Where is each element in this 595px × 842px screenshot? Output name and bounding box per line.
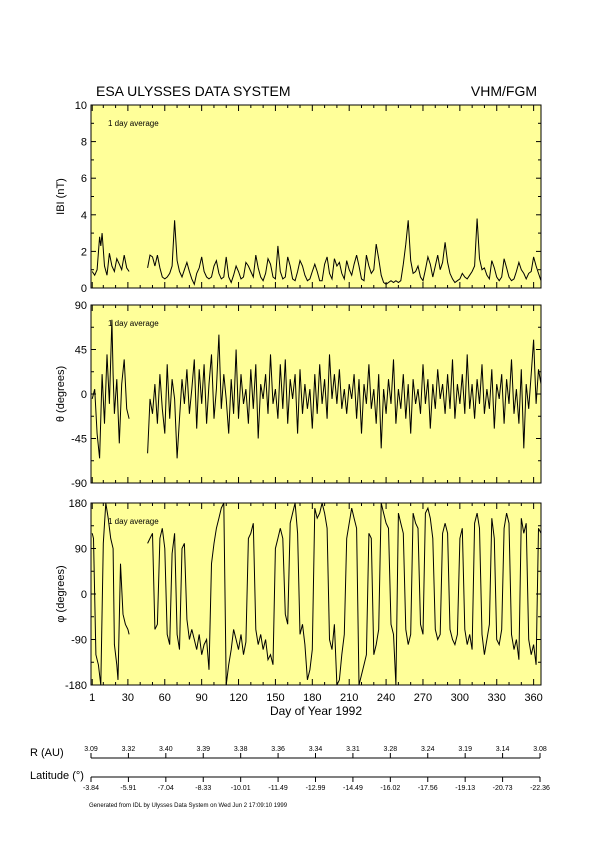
r-au-value: 3.32 xyxy=(122,746,136,753)
r-au-value: 3.31 xyxy=(346,746,360,753)
r-au-value: 3.14 xyxy=(496,746,510,753)
panel-1-annotation: 1 day average xyxy=(108,119,159,128)
x-tick-label: 150 xyxy=(266,692,284,704)
x-tick-label: 30 xyxy=(122,692,134,704)
latitude-value: -14.49 xyxy=(343,785,363,792)
r-au-value: 3.08 xyxy=(533,746,547,753)
r-au-value: 3.24 xyxy=(421,746,435,753)
latitude-value: -12.99 xyxy=(306,785,326,792)
y-tick-label: 8 xyxy=(81,137,87,149)
panel-2-ylabel: θ (degrees) xyxy=(55,366,67,422)
latitude-value: -16.02 xyxy=(380,785,400,792)
x-tick-label: 210 xyxy=(340,692,358,704)
latitude-value: -5.91 xyxy=(120,785,136,792)
panel-2-annotation: 1 day average xyxy=(108,319,159,328)
x-tick-label: 240 xyxy=(377,692,395,704)
x-tick-label: 90 xyxy=(196,692,208,704)
y-tick-label: -180 xyxy=(65,680,87,692)
generation-footer: Generated from IDL by Ulysses Data Syste… xyxy=(89,803,288,809)
panel-1-frame xyxy=(90,104,542,289)
x-tick-label: 300 xyxy=(451,692,469,704)
y-tick-label: -90 xyxy=(71,635,87,647)
panel-3-annotation: 1 day average xyxy=(108,517,159,526)
y-tick-label: 2 xyxy=(81,246,87,258)
latitude-value: -7.04 xyxy=(158,785,174,792)
x-tick-label: 360 xyxy=(524,692,542,704)
latitude-value: -10.01 xyxy=(231,785,251,792)
x-tick-label: 270 xyxy=(414,692,432,704)
y-tick-label: 0 xyxy=(81,283,87,295)
r-au-value: 3.38 xyxy=(234,746,248,753)
x-tick-label: 60 xyxy=(159,692,171,704)
panel-1-ylabel: IBI (nT) xyxy=(55,178,67,215)
latitude-value: -11.49 xyxy=(268,785,287,792)
header-title-right: VHM/FGM xyxy=(470,83,537,99)
y-tick-label: 180 xyxy=(69,498,87,510)
y-tick-label: 0 xyxy=(81,389,87,401)
header-title-left: ESA ULYSSES DATA SYSTEM xyxy=(96,83,291,99)
latitude-value: -22.36 xyxy=(530,785,550,792)
r-au-value: 3.36 xyxy=(271,746,285,753)
r-au-value: 3.28 xyxy=(384,746,398,753)
x-tick-label: 330 xyxy=(488,692,506,704)
y-tick-label: -90 xyxy=(71,478,87,490)
r-au-value: 3.39 xyxy=(196,746,210,753)
latitude-value: -8.33 xyxy=(195,785,211,792)
latitude-label: Latitude (°) xyxy=(30,770,84,782)
y-tick-label: 90 xyxy=(75,300,87,312)
y-tick-label: 6 xyxy=(81,173,87,185)
r-au-value: 3.09 xyxy=(84,746,98,753)
panel-1-series-line xyxy=(91,218,541,286)
panel-3-ylabel: φ (degrees) xyxy=(55,565,67,622)
y-tick-label: 0 xyxy=(81,589,87,601)
x-tick-label: 120 xyxy=(229,692,247,704)
y-tick-label: 10 xyxy=(75,100,87,112)
x-tick-label: 1 xyxy=(89,692,95,704)
x-axis-label: Day of Year 1992 xyxy=(270,704,362,718)
latitude-value: -20.73 xyxy=(493,785,513,792)
r-au-value: 3.19 xyxy=(458,746,472,753)
panel-2-series-line xyxy=(91,319,541,459)
y-tick-label: 4 xyxy=(81,210,87,222)
panel-3-series-line xyxy=(91,503,541,685)
r-au-value: 3.40 xyxy=(159,746,173,753)
x-tick-label: 180 xyxy=(303,692,321,704)
latitude-value: -17.56 xyxy=(418,785,438,792)
latitude-value: -19.13 xyxy=(455,785,475,792)
r-au-label: R (AU) xyxy=(30,747,64,759)
latitude-value: -3.84 xyxy=(83,785,99,792)
y-tick-label: -45 xyxy=(71,434,87,446)
y-tick-label: 90 xyxy=(75,544,87,556)
r-au-value: 3.34 xyxy=(309,746,323,753)
y-tick-label: 45 xyxy=(75,345,87,357)
